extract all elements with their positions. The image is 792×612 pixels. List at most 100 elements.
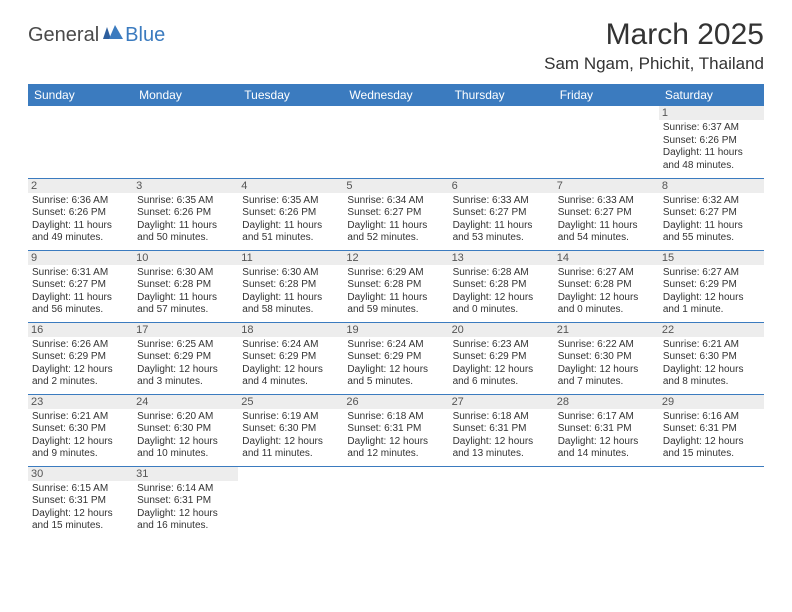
- logo: General Blue: [28, 24, 165, 47]
- calendar-day-cell: 6 Sunrise: 6:33 AMSunset: 6:27 PMDaylight…: [449, 178, 554, 250]
- day-number-blank: [554, 106, 659, 120]
- day-number: 14: [554, 251, 659, 265]
- day-details: Sunrise: 6:30 AMSunset: 6:28 PMDaylight:…: [242, 267, 339, 317]
- day-number: 8: [659, 179, 764, 193]
- day-number: 26: [343, 395, 448, 409]
- calendar-day-cell: 16 Sunrise: 6:26 AMSunset: 6:29 PMDayligh…: [28, 322, 133, 394]
- day-number: 13: [449, 251, 554, 265]
- calendar-day-cell: 10 Sunrise: 6:30 AMSunset: 6:28 PMDayligh…: [133, 250, 238, 322]
- calendar-day-cell: [238, 466, 343, 538]
- day-details: Sunrise: 6:35 AMSunset: 6:26 PMDaylight:…: [137, 195, 234, 245]
- calendar-day-cell: [133, 106, 238, 178]
- day-details: Sunrise: 6:28 AMSunset: 6:28 PMDaylight:…: [453, 267, 550, 317]
- calendar-day-cell: 3Sunrise: 6:35 AMSunset: 6:26 PMDaylight…: [133, 178, 238, 250]
- day-details: Sunrise: 6:31 AMSunset: 6:27 PMDaylight:…: [32, 267, 129, 317]
- day-number: 23: [28, 395, 133, 409]
- calendar-day-cell: [659, 466, 764, 538]
- calendar-day-cell: [343, 106, 448, 178]
- day-number: 17: [133, 323, 238, 337]
- calendar-day-cell: 29 Sunrise: 6:16 AMSunset: 6:31 PMDayligh…: [659, 394, 764, 466]
- calendar-day-cell: 15Sunrise: 6:27 AMSunset: 6:29 PMDayligh…: [659, 250, 764, 322]
- day-number: 2: [28, 179, 133, 193]
- day-number: 5: [343, 179, 448, 193]
- calendar-day-cell: 24Sunrise: 6:20 AMSunset: 6:30 PMDayligh…: [133, 394, 238, 466]
- day-number: 21: [554, 323, 659, 337]
- location-text: Sam Ngam, Phichit, Thailand: [544, 54, 764, 74]
- weekday-header: Monday: [133, 84, 238, 106]
- calendar-day-cell: [238, 106, 343, 178]
- day-number: 6: [449, 179, 554, 193]
- day-details: Sunrise: 6:15 AMSunset: 6:31 PMDaylight:…: [32, 483, 129, 533]
- weekday-header: Tuesday: [238, 84, 343, 106]
- day-details: Sunrise: 6:34 AMSunset: 6:27 PMDaylight:…: [347, 195, 444, 245]
- day-details: Sunrise: 6:27 AMSunset: 6:28 PMDaylight:…: [558, 267, 655, 317]
- calendar-day-cell: 4 Sunrise: 6:35 AMSunset: 6:26 PMDaylight…: [238, 178, 343, 250]
- day-number: 1: [659, 106, 764, 120]
- day-details: Sunrise: 6:30 AMSunset: 6:28 PMDaylight:…: [137, 267, 234, 317]
- calendar-day-cell: 7Sunrise: 6:33 AMSunset: 6:27 PMDaylight…: [554, 178, 659, 250]
- calendar-day-cell: 25Sunrise: 6:19 AMSunset: 6:30 PMDayligh…: [238, 394, 343, 466]
- day-number-blank: [28, 106, 133, 120]
- calendar-day-cell: 14 Sunrise: 6:27 AMSunset: 6:28 PMDayligh…: [554, 250, 659, 322]
- day-details: Sunrise: 6:14 AMSunset: 6:31 PMDaylight:…: [137, 483, 234, 533]
- day-number-blank: [343, 106, 448, 120]
- calendar-day-cell: [554, 106, 659, 178]
- day-details: Sunrise: 6:32 AMSunset: 6:27 PMDaylight:…: [663, 195, 760, 245]
- day-number: 10: [133, 251, 238, 265]
- day-details: Sunrise: 6:37 AMSunset: 6:26 PMDaylight:…: [663, 122, 760, 172]
- day-details: Sunrise: 6:18 AMSunset: 6:31 PMDaylight:…: [347, 411, 444, 461]
- month-title: March 2025: [544, 18, 764, 52]
- day-number: 16: [28, 323, 133, 337]
- header: General Blue March 2025 Sam Ngam, Phichi…: [0, 0, 792, 78]
- day-number: 20: [449, 323, 554, 337]
- weekday-header: Sunday: [28, 84, 133, 106]
- day-details: Sunrise: 6:16 AMSunset: 6:31 PMDaylight:…: [663, 411, 760, 461]
- calendar-day-cell: 19Sunrise: 6:24 AMSunset: 6:29 PMDayligh…: [343, 322, 448, 394]
- day-details: Sunrise: 6:22 AMSunset: 6:30 PMDaylight:…: [558, 339, 655, 389]
- calendar-week-row: 9 Sunrise: 6:31 AMSunset: 6:27 PMDaylight…: [28, 250, 764, 322]
- calendar-day-cell: 31Sunrise: 6:14 AMSunset: 6:31 PMDayligh…: [133, 466, 238, 538]
- calendar-header-row: SundayMondayTuesdayWednesdayThursdayFrid…: [28, 84, 764, 106]
- day-details: Sunrise: 6:33 AMSunset: 6:27 PMDaylight:…: [453, 195, 550, 245]
- logo-text-general: General: [28, 24, 99, 47]
- day-number: 24: [133, 395, 238, 409]
- day-number: 9: [28, 251, 133, 265]
- calendar-day-cell: 8 Sunrise: 6:32 AMSunset: 6:27 PMDaylight…: [659, 178, 764, 250]
- calendar-day-cell: 11 Sunrise: 6:30 AMSunset: 6:28 PMDayligh…: [238, 250, 343, 322]
- calendar-day-cell: [343, 466, 448, 538]
- day-details: Sunrise: 6:27 AMSunset: 6:29 PMDaylight:…: [663, 267, 760, 317]
- calendar-day-cell: [449, 106, 554, 178]
- day-details: Sunrise: 6:26 AMSunset: 6:29 PMDaylight:…: [32, 339, 129, 389]
- weekday-header: Wednesday: [343, 84, 448, 106]
- day-number: 4: [238, 179, 343, 193]
- day-number: 28: [554, 395, 659, 409]
- day-number: 11: [238, 251, 343, 265]
- day-details: Sunrise: 6:19 AMSunset: 6:30 PMDaylight:…: [242, 411, 339, 461]
- day-details: Sunrise: 6:23 AMSunset: 6:29 PMDaylight:…: [453, 339, 550, 389]
- calendar-day-cell: 12Sunrise: 6:29 AMSunset: 6:28 PMDayligh…: [343, 250, 448, 322]
- day-details: Sunrise: 6:25 AMSunset: 6:29 PMDaylight:…: [137, 339, 234, 389]
- day-number: 29: [659, 395, 764, 409]
- calendar-day-cell: 17 Sunrise: 6:25 AMSunset: 6:29 PMDayligh…: [133, 322, 238, 394]
- day-number-blank: [238, 106, 343, 120]
- calendar-day-cell: 28Sunrise: 6:17 AMSunset: 6:31 PMDayligh…: [554, 394, 659, 466]
- calendar-day-cell: 21 Sunrise: 6:22 AMSunset: 6:30 PMDayligh…: [554, 322, 659, 394]
- calendar-day-cell: 26 Sunrise: 6:18 AMSunset: 6:31 PMDayligh…: [343, 394, 448, 466]
- day-number: 7: [554, 179, 659, 193]
- day-number: 19: [343, 323, 448, 337]
- calendar-day-cell: 18Sunrise: 6:24 AMSunset: 6:29 PMDayligh…: [238, 322, 343, 394]
- calendar-week-row: 2Sunrise: 6:36 AMSunset: 6:26 PMDaylight…: [28, 178, 764, 250]
- calendar-day-cell: 2Sunrise: 6:36 AMSunset: 6:26 PMDaylight…: [28, 178, 133, 250]
- day-number: 30: [28, 467, 133, 481]
- weekday-header: Saturday: [659, 84, 764, 106]
- calendar-day-cell: 13 Sunrise: 6:28 AMSunset: 6:28 PMDayligh…: [449, 250, 554, 322]
- day-number-blank: [133, 106, 238, 120]
- calendar-day-cell: 9 Sunrise: 6:31 AMSunset: 6:27 PMDaylight…: [28, 250, 133, 322]
- title-block: March 2025 Sam Ngam, Phichit, Thailand: [544, 18, 764, 74]
- calendar-day-cell: 22Sunrise: 6:21 AMSunset: 6:30 PMDayligh…: [659, 322, 764, 394]
- day-number-blank: [449, 106, 554, 120]
- day-number: 18: [238, 323, 343, 337]
- logo-text-blue: Blue: [125, 24, 165, 47]
- day-details: Sunrise: 6:35 AMSunset: 6:26 PMDaylight:…: [242, 195, 339, 245]
- day-details: Sunrise: 6:21 AMSunset: 6:30 PMDaylight:…: [32, 411, 129, 461]
